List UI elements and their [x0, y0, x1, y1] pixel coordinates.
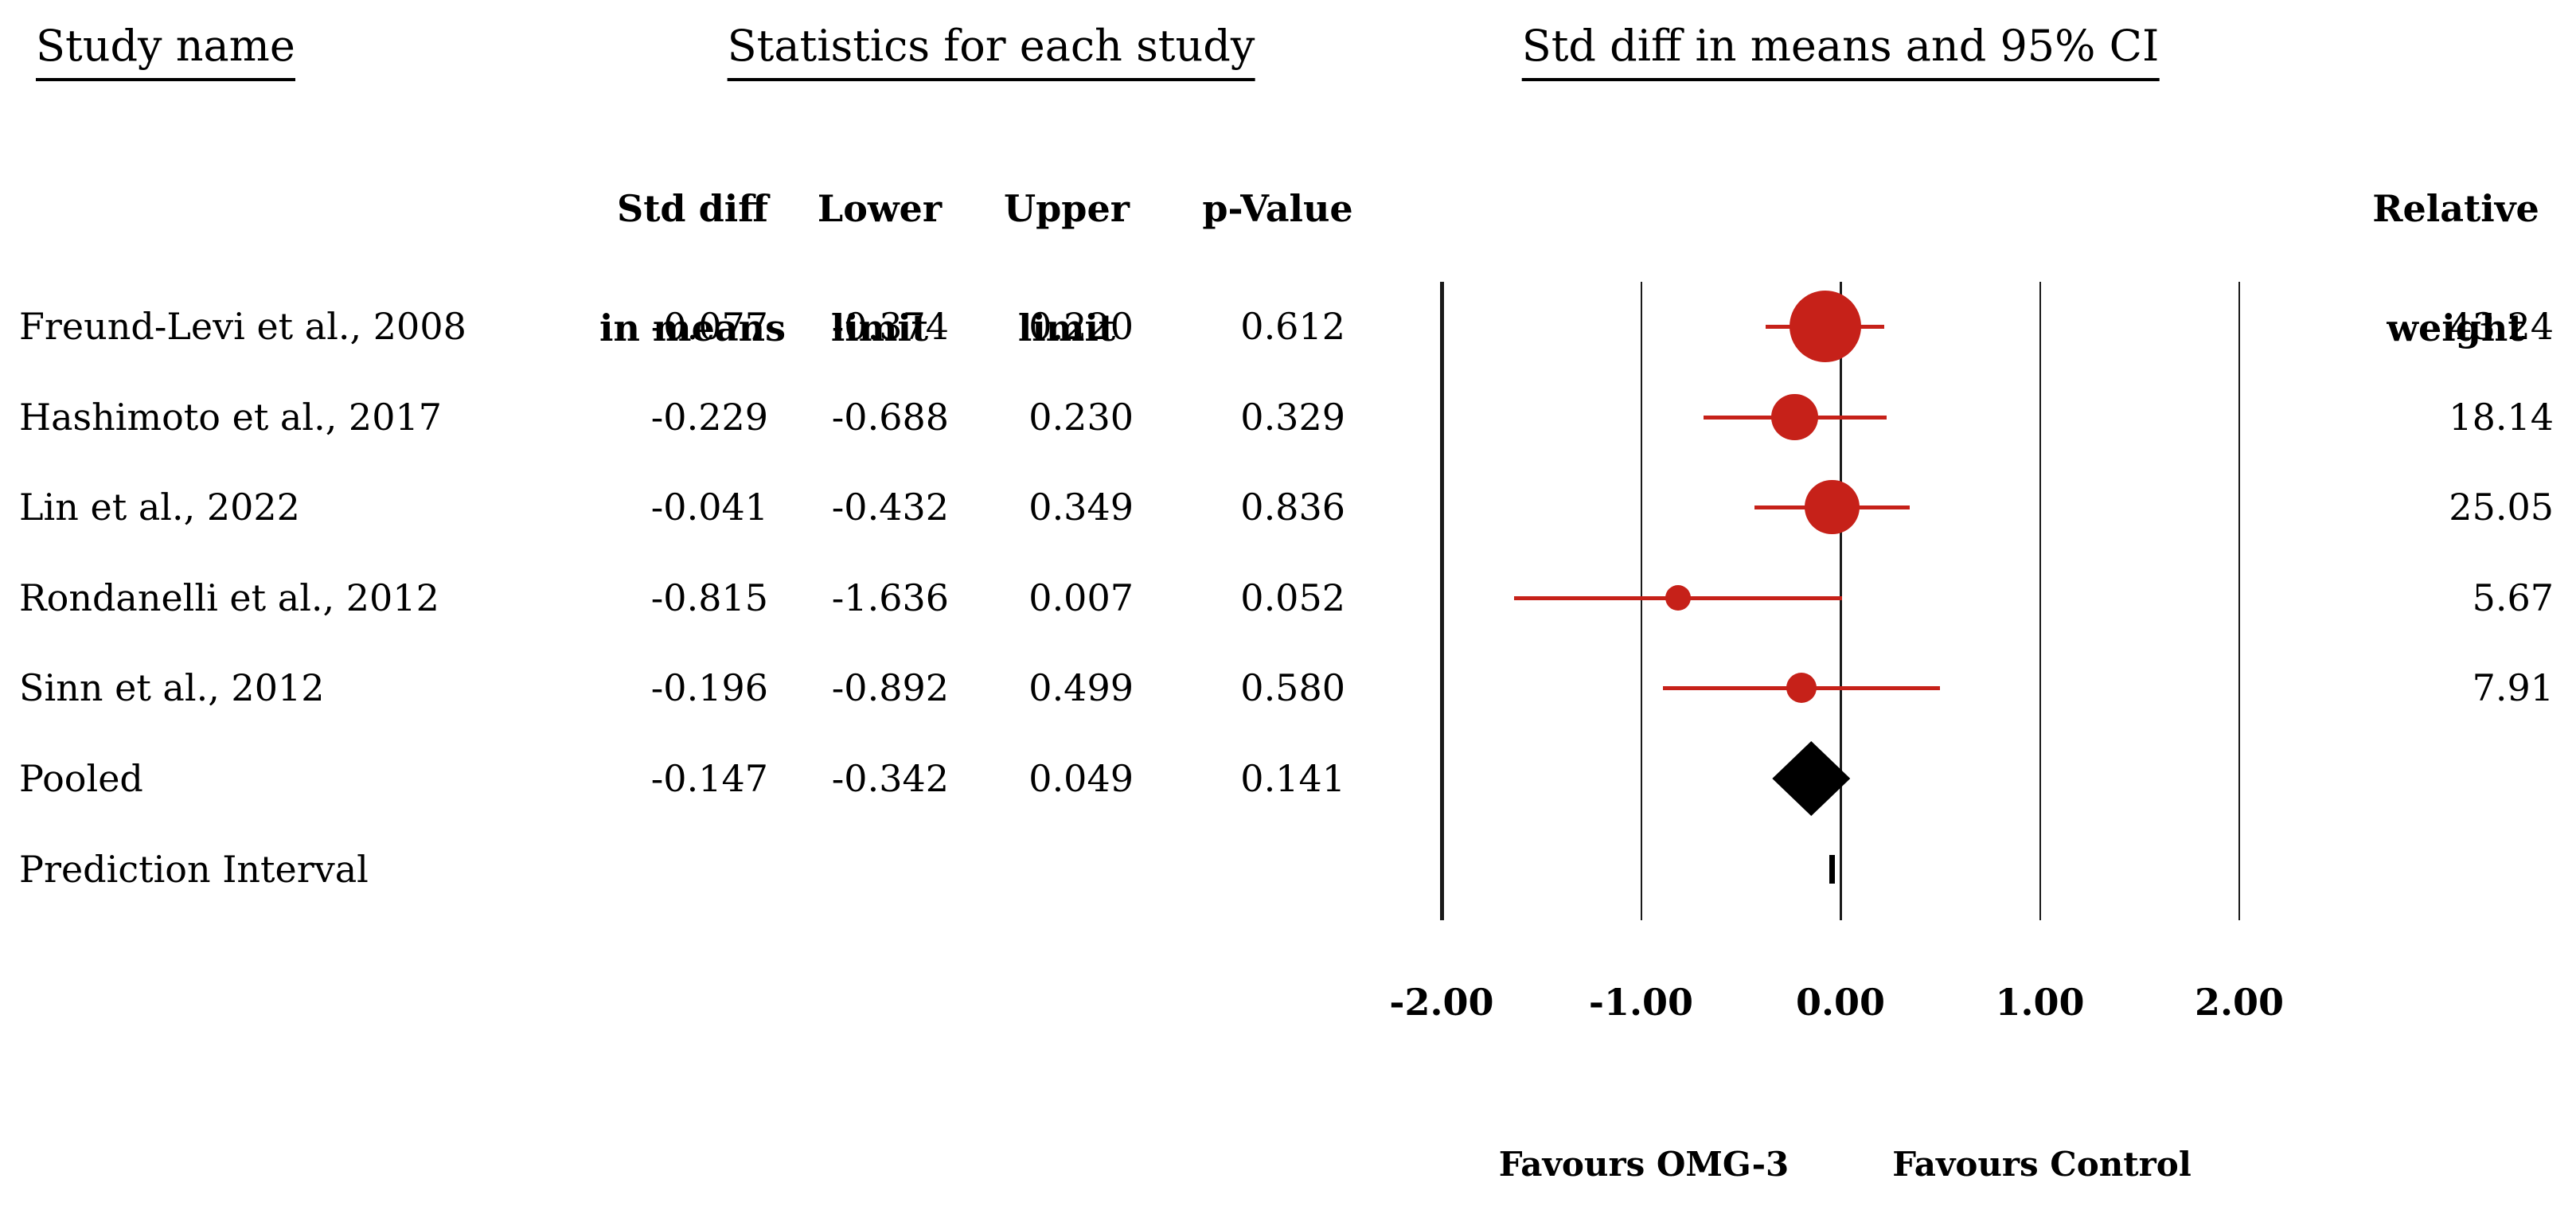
stat-value-weight: 7.91 — [2472, 666, 2554, 709]
axis-tick-label: 0.00 — [1795, 981, 1886, 1024]
gridline--2.00 — [1439, 282, 1444, 920]
effect-circle — [1665, 584, 1692, 611]
stat-value-lower: -0.892 — [831, 666, 949, 709]
axis-tick-label: 2.00 — [2194, 981, 2285, 1024]
stat-value-p_value: 0.141 — [1240, 757, 1345, 800]
study-label: Rondanelli et al., 2012 — [19, 576, 439, 619]
stat-value-p_value: 0.329 — [1240, 396, 1345, 439]
stat-value-weight: 18.14 — [2449, 396, 2554, 439]
stat-value-std_diff: -0.147 — [650, 757, 768, 800]
gridline--1.00 — [1640, 282, 1642, 920]
axis-tick-label: -1.00 — [1588, 981, 1694, 1024]
gridline-1.00 — [2039, 282, 2041, 920]
column-header-weight-line1: Relative — [2372, 187, 2539, 230]
gridline-2.00 — [2238, 282, 2240, 920]
column-header-upper-line2: limit — [1017, 306, 1116, 349]
stat-value-lower: -0.374 — [831, 305, 949, 348]
study-label: Hashimoto et al., 2017 — [19, 396, 442, 439]
stat-value-std_diff: -0.196 — [650, 666, 768, 709]
stat-value-weight: 43.24 — [2449, 305, 2554, 348]
statistics-header: Statistics for each study — [727, 22, 1255, 81]
stat-value-upper: 0.349 — [1028, 486, 1134, 529]
stat-value-lower: -0.688 — [831, 396, 949, 439]
axis-tick-label: -2.00 — [1389, 981, 1494, 1024]
column-header-upper-line1: Upper — [1004, 187, 1130, 230]
stat-value-std_diff: -0.077 — [650, 305, 768, 348]
column-header-std-diff-line1: Std diff — [616, 187, 769, 230]
favours-right-label: Favours Control — [1892, 1145, 2192, 1184]
plot-header: Std diff in means and 95% CI — [1521, 22, 2160, 81]
column-header-lower-line1: Lower — [817, 187, 943, 230]
column-header-lower-line2: limit — [830, 306, 929, 349]
stat-value-p_value: 0.612 — [1240, 305, 1345, 348]
column-header-lower: Lower limit — [818, 119, 942, 418]
stat-value-upper: 0.220 — [1028, 305, 1134, 348]
effect-circle — [1805, 479, 1860, 535]
study-name-header: Study name — [36, 22, 295, 81]
stat-value-weight: 25.05 — [2449, 486, 2554, 529]
gridline-0.00 — [1839, 282, 1842, 920]
prediction-interval-bar — [1829, 855, 1835, 884]
stat-value-std_diff: -0.229 — [650, 396, 768, 439]
stat-value-lower: -0.342 — [831, 757, 949, 800]
stat-value-weight: 5.67 — [2472, 576, 2554, 619]
effect-circle — [1771, 393, 1818, 441]
axis-tick-label: 1.00 — [1995, 981, 2085, 1024]
favours-left-label: Favours OMG-3 — [1498, 1145, 1790, 1184]
stat-value-p_value: 0.580 — [1240, 666, 1345, 709]
stat-value-p_value: 0.052 — [1240, 576, 1345, 619]
stat-value-upper: 0.007 — [1028, 576, 1134, 619]
column-header-p-value: p-Value — [1202, 187, 1353, 230]
column-header-std-diff-line2: in means — [599, 306, 786, 349]
column-header-upper: Upper limit — [1004, 119, 1130, 418]
study-label: Freund-Levi et al., 2008 — [19, 305, 466, 348]
stat-value-lower: -0.432 — [831, 486, 949, 529]
stat-value-upper: 0.049 — [1028, 757, 1134, 800]
study-label: Pooled — [19, 757, 143, 800]
stat-value-std_diff: -0.815 — [650, 576, 768, 619]
stat-value-lower: -1.636 — [831, 576, 949, 619]
stat-value-upper: 0.499 — [1028, 666, 1134, 709]
effect-circle — [1789, 290, 1861, 363]
study-label: Prediction Interval — [19, 848, 369, 891]
stat-value-upper: 0.230 — [1028, 396, 1134, 439]
stat-value-std_diff: -0.041 — [650, 486, 768, 529]
column-header-relative-weight: Relative weight — [2372, 119, 2539, 418]
study-label: Lin et al., 2022 — [19, 486, 300, 529]
study-label: Sinn et al., 2012 — [19, 666, 325, 709]
column-header-weight-line2: weight — [2387, 306, 2525, 349]
column-header-std-diff: Std diff in means — [599, 119, 786, 418]
effect-circle — [1786, 672, 1817, 704]
stat-value-p_value: 0.836 — [1240, 486, 1345, 529]
